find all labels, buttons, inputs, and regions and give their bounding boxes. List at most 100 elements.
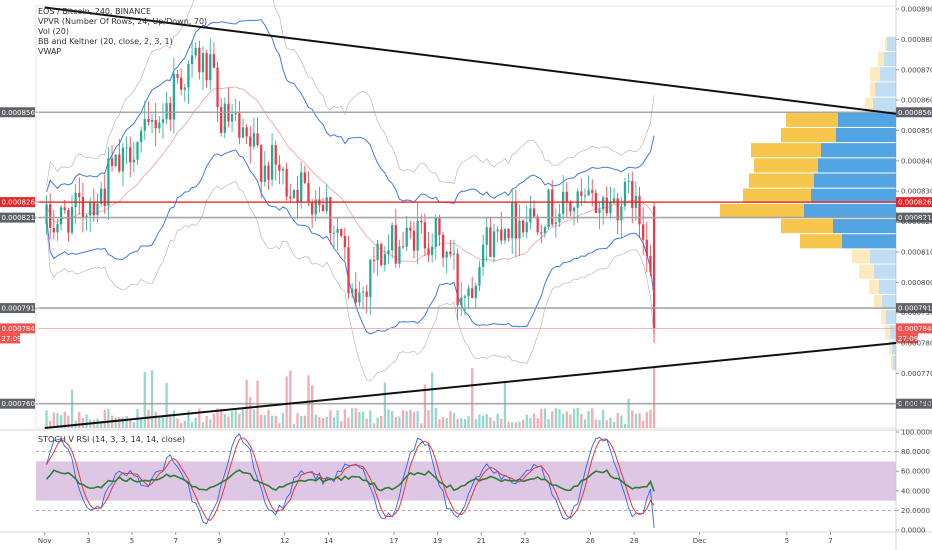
candle-body[interactable]	[420, 220, 423, 223]
candle-body[interactable]	[492, 231, 496, 257]
descending-trendline[interactable]	[44, 6, 897, 115]
candle-body[interactable]	[209, 54, 212, 81]
candle-body[interactable]	[361, 291, 365, 293]
candle-body[interactable]	[252, 133, 256, 147]
candle-body[interactable]	[456, 253, 459, 306]
candle-body[interactable]	[405, 227, 408, 247]
candle-body[interactable]	[132, 159, 135, 163]
candle-body[interactable]	[620, 206, 623, 221]
candle-body[interactable]	[249, 136, 252, 147]
candle-body[interactable]	[303, 172, 306, 183]
candle-body[interactable]	[369, 259, 372, 297]
candle-body[interactable]	[591, 190, 594, 193]
candle-body[interactable]	[645, 239, 648, 256]
candle-body[interactable]	[580, 191, 583, 196]
candle-body[interactable]	[434, 217, 437, 247]
candle-body[interactable]	[81, 197, 85, 218]
candle-body[interactable]	[543, 227, 547, 234]
candle-body[interactable]	[438, 217, 441, 235]
candle-body[interactable]	[296, 189, 299, 202]
candle-body[interactable]	[336, 228, 339, 233]
candle-body[interactable]	[358, 292, 361, 303]
candle-body[interactable]	[532, 208, 536, 217]
candle-body[interactable]	[354, 288, 357, 303]
candle-body[interactable]	[569, 202, 572, 212]
candle-body[interactable]	[507, 228, 510, 239]
candle-body[interactable]	[154, 120, 157, 129]
candle-body[interactable]	[460, 297, 463, 306]
candle-body[interactable]	[169, 103, 172, 120]
candle-body[interactable]	[234, 113, 237, 115]
candle-body[interactable]	[190, 55, 194, 65]
candle-body[interactable]	[383, 254, 387, 266]
candle-body[interactable]	[278, 164, 281, 171]
candle-body[interactable]	[489, 227, 492, 257]
candle-body[interactable]	[52, 227, 55, 233]
candle-body[interactable]	[263, 165, 266, 182]
candle-body[interactable]	[485, 227, 488, 245]
candle-body[interactable]	[107, 158, 110, 207]
candle-body[interactable]	[536, 216, 539, 233]
candle-body[interactable]	[125, 147, 128, 149]
candle-body[interactable]	[216, 67, 219, 108]
candle-body[interactable]	[136, 142, 139, 160]
candle-body[interactable]	[587, 190, 590, 196]
candle-body[interactable]	[183, 87, 186, 90]
candle-body[interactable]	[398, 246, 401, 264]
candle-body[interactable]	[70, 207, 74, 233]
candle-body[interactable]	[511, 202, 514, 239]
candle-body[interactable]	[365, 291, 368, 297]
candle-body[interactable]	[187, 64, 190, 88]
candle-body[interactable]	[230, 114, 234, 122]
candle-body[interactable]	[576, 191, 579, 208]
candle-body[interactable]	[198, 47, 201, 73]
candle-body[interactable]	[427, 248, 430, 255]
candle-body[interactable]	[78, 192, 81, 198]
candle-body[interactable]	[649, 255, 652, 273]
candle-body[interactable]	[481, 244, 485, 267]
candle-body[interactable]	[85, 215, 88, 218]
candle-body[interactable]	[201, 53, 205, 73]
candle-body[interactable]	[340, 228, 343, 236]
candle-body[interactable]	[441, 234, 445, 258]
candle-body[interactable]	[565, 191, 568, 203]
candle-body[interactable]	[241, 127, 245, 138]
candle-body[interactable]	[401, 246, 405, 248]
candle-body[interactable]	[394, 225, 397, 264]
candle-body[interactable]	[609, 202, 612, 214]
candle-body[interactable]	[103, 188, 106, 207]
candle-body[interactable]	[270, 144, 274, 180]
candle-body[interactable]	[176, 73, 179, 78]
candle-body[interactable]	[110, 158, 114, 166]
candle-body[interactable]	[652, 206, 656, 329]
candle-body[interactable]	[67, 210, 70, 233]
candle-body[interactable]	[180, 77, 183, 90]
candle-body[interactable]	[431, 246, 434, 255]
candle-body[interactable]	[605, 197, 608, 214]
candle-body[interactable]	[194, 47, 197, 56]
candle-body[interactable]	[551, 189, 554, 225]
candle-body[interactable]	[602, 197, 605, 210]
candle-body[interactable]	[292, 189, 296, 199]
candle-body[interactable]	[256, 133, 259, 146]
candle-body[interactable]	[307, 182, 310, 203]
candle-body[interactable]	[343, 235, 346, 248]
candle-body[interactable]	[165, 103, 168, 120]
candle-body[interactable]	[376, 243, 379, 261]
candle-body[interactable]	[416, 220, 419, 251]
ascending-trendline[interactable]	[44, 341, 897, 429]
candle-body[interactable]	[220, 107, 223, 133]
candle-body[interactable]	[642, 224, 645, 240]
candles[interactable]	[45, 38, 656, 343]
candle-body[interactable]	[158, 122, 161, 129]
candle-body[interactable]	[529, 208, 532, 223]
candle-body[interactable]	[631, 181, 634, 208]
candle-body[interactable]	[140, 130, 143, 143]
candle-body[interactable]	[347, 247, 350, 294]
candle-body[interactable]	[423, 222, 427, 249]
candle-body[interactable]	[325, 197, 328, 212]
candle-body[interactable]	[594, 192, 598, 213]
candle-body[interactable]	[445, 251, 448, 258]
candle-body[interactable]	[467, 288, 470, 297]
